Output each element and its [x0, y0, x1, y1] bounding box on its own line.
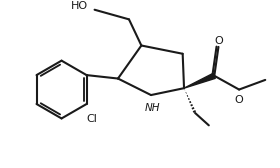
Text: Cl: Cl [87, 114, 97, 124]
Text: O: O [214, 36, 223, 46]
Text: NH: NH [145, 103, 160, 113]
Polygon shape [184, 73, 215, 88]
Text: HO: HO [71, 1, 88, 11]
Text: O: O [235, 95, 244, 104]
